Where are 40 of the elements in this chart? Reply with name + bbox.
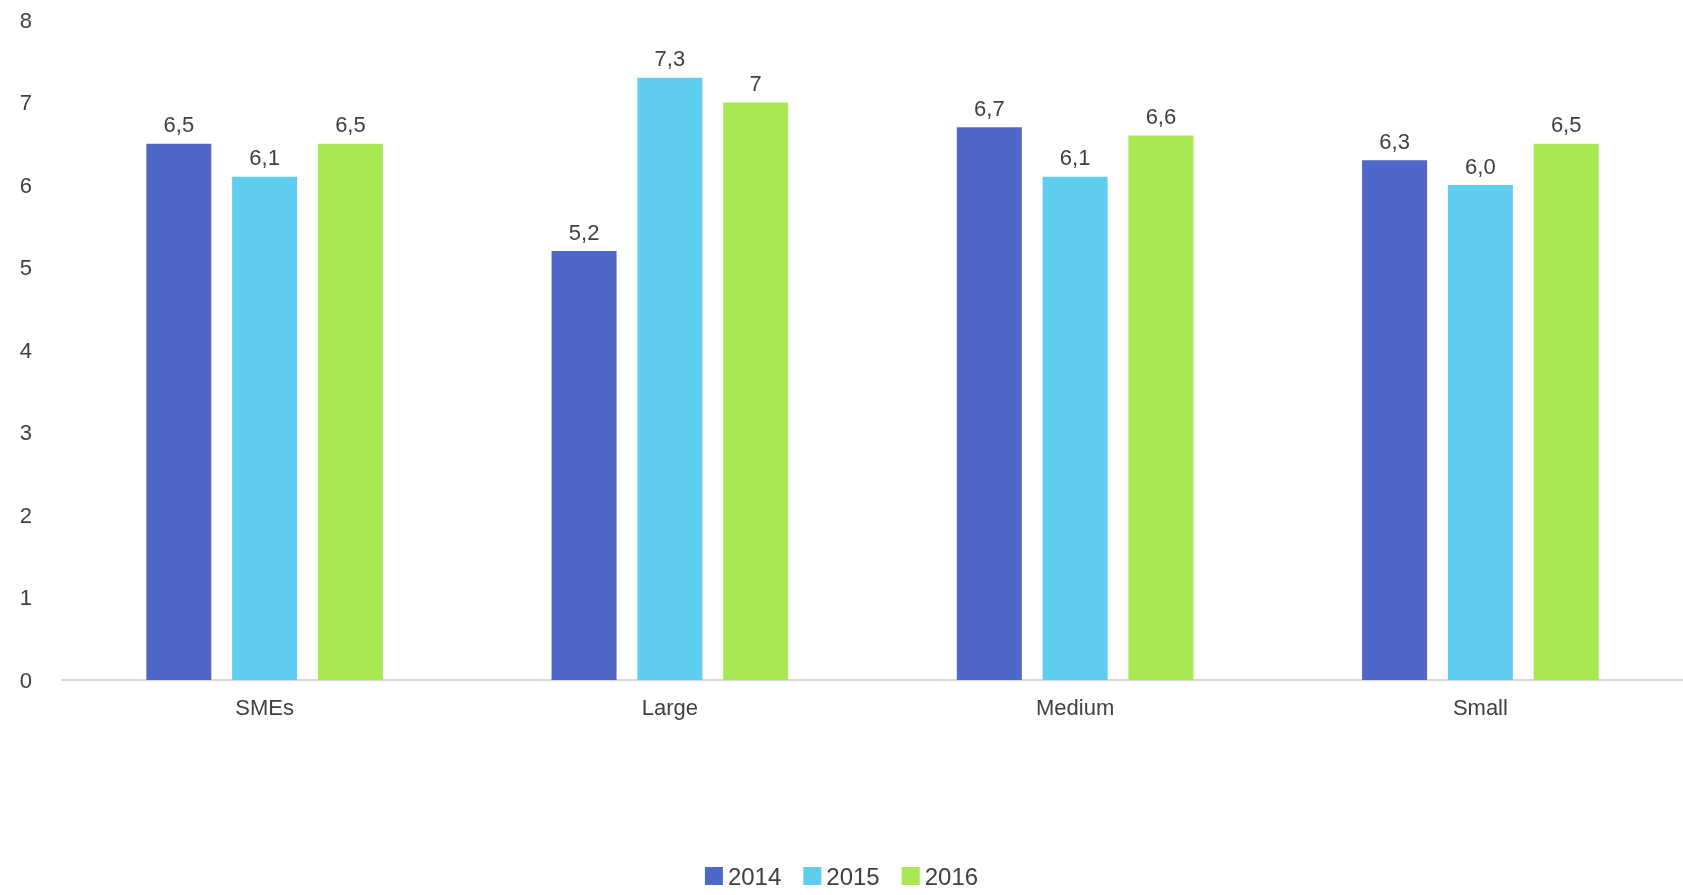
bar <box>551 251 617 680</box>
x-tick-label: Small <box>1452 694 1508 720</box>
bar <box>1447 185 1513 680</box>
data-label: 6,5 <box>335 112 366 138</box>
bar <box>1533 143 1599 680</box>
data-label: 6,7 <box>974 95 1005 121</box>
bar <box>1128 135 1194 680</box>
y-tick-label: 3 <box>19 420 32 445</box>
y-tick-label: 1 <box>19 585 32 610</box>
data-label: 7,3 <box>654 46 686 72</box>
x-tick-label: Large <box>641 694 699 720</box>
y-tick-label: 5 <box>19 255 32 280</box>
data-label: 6,5 <box>163 112 195 138</box>
bar <box>1042 176 1108 680</box>
bar <box>637 77 703 680</box>
data-label: 5,2 <box>568 219 600 245</box>
legend-label: 2014 <box>727 862 782 890</box>
y-tick-label: 6 <box>19 172 32 198</box>
bar <box>146 143 212 680</box>
bar <box>1362 160 1428 680</box>
y-tick-label: 4 <box>19 337 32 363</box>
data-label: 6,0 <box>1465 153 1496 179</box>
data-label: 6,6 <box>1145 104 1177 129</box>
bar <box>317 143 383 680</box>
data-label: 6,1 <box>1059 145 1091 171</box>
bar <box>723 102 789 680</box>
bar <box>232 176 298 680</box>
y-tick-label: 7 <box>19 90 32 115</box>
y-tick-label: 0 <box>19 667 32 693</box>
data-label: 7 <box>749 71 762 96</box>
legend-label: 2016 <box>924 862 979 890</box>
data-label: 6,3 <box>1379 128 1410 154</box>
bar <box>956 127 1022 680</box>
y-tick-label: 2 <box>19 502 32 528</box>
x-tick-label: SMEs <box>235 694 294 720</box>
legend-label: 2015 <box>826 862 880 890</box>
data-label: 6,1 <box>249 145 280 171</box>
data-label: 6,5 <box>1550 112 1582 138</box>
x-tick-label: Medium <box>1036 694 1115 720</box>
y-tick-label: 8 <box>19 7 32 33</box>
